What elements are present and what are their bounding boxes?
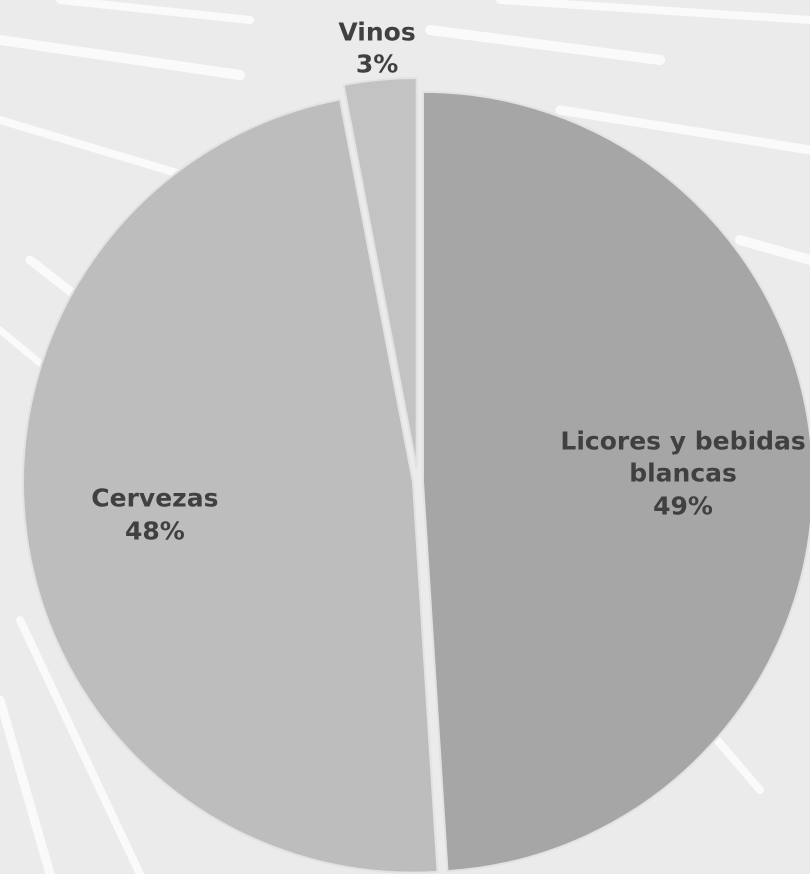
pie-slice: [342, 77, 418, 469]
value-label: 49%: [653, 490, 713, 520]
value-label: 48%: [124, 516, 185, 546]
pie-slice: [421, 90, 810, 873]
category-label: Licores y bebidas blancas: [560, 425, 806, 488]
category-label: Vinos: [338, 17, 416, 47]
category-label: Cervezas: [91, 483, 219, 513]
pie-slice: [22, 98, 439, 874]
slice-label: Licores y bebidas blancas 49%: [553, 425, 810, 523]
value-label: 3%: [355, 49, 399, 79]
slice-label: Vinos 3%: [338, 16, 415, 81]
slice-label: Cervezas 48%: [91, 483, 218, 548]
